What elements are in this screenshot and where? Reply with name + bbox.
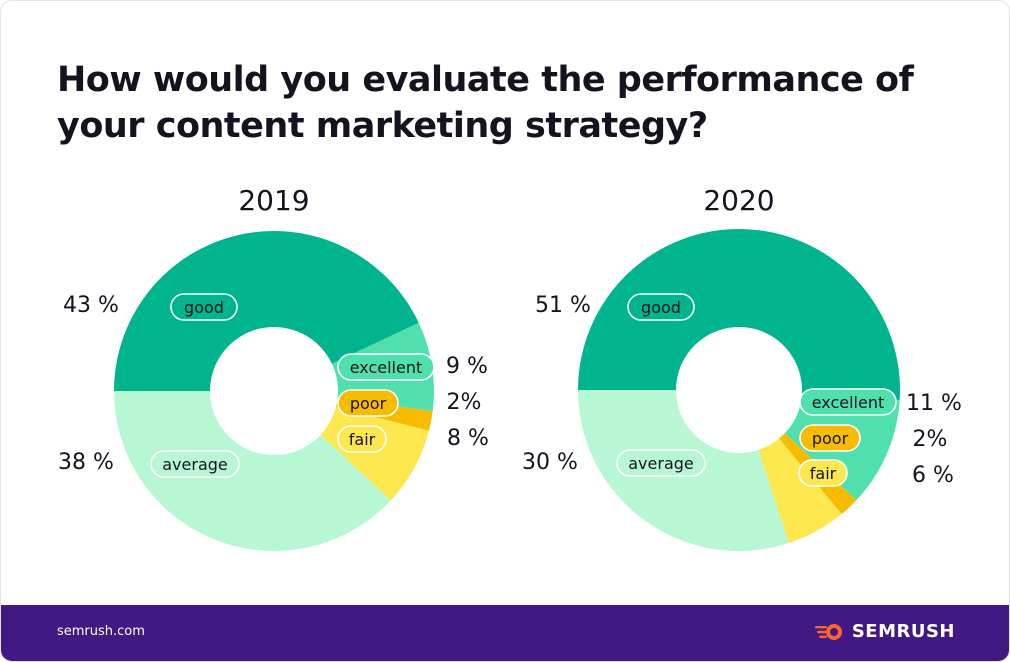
value-label-poor: 2% xyxy=(913,427,948,452)
donut-chart-2019: 2019 good excellent poor fair average 43 % 9 % 2… xyxy=(58,184,489,551)
footer-bar: semrush.com SEMRUSH xyxy=(1,605,1009,661)
chart-year-label: 2020 xyxy=(703,184,774,217)
slice-label: good xyxy=(641,298,681,317)
chart-year-label: 2019 xyxy=(238,184,309,217)
pill-background xyxy=(337,389,399,417)
pill-background xyxy=(170,293,238,321)
slice-label: fair xyxy=(810,464,837,483)
value-label-fair: 8 % xyxy=(447,426,489,451)
value-label-poor: 2% xyxy=(447,390,482,415)
value-label-good: 43 % xyxy=(63,293,119,318)
pill-background xyxy=(337,353,435,381)
pill-good: good xyxy=(627,293,695,321)
pill-average: average xyxy=(150,450,240,478)
pill-poor: poor xyxy=(337,389,399,417)
pill-poor: poor xyxy=(799,424,861,452)
pill-background xyxy=(150,450,240,478)
pill-fair: fair xyxy=(798,459,848,487)
pill-fair: fair xyxy=(337,425,387,453)
semrush-logo[interactable]: SEMRUSH xyxy=(814,621,955,642)
pill-background xyxy=(799,424,861,452)
logo-text: SEMRUSH xyxy=(851,621,955,642)
pill-background xyxy=(799,388,897,416)
pill-background xyxy=(627,293,695,321)
slice-average xyxy=(114,391,391,551)
slice-label: poor xyxy=(812,429,849,448)
slice-label: excellent xyxy=(812,393,885,412)
pill-background xyxy=(337,425,387,453)
slice-good xyxy=(114,231,419,391)
chart-title: How would you evaluate the performance o… xyxy=(57,60,914,146)
value-label-average: 30 % xyxy=(522,450,578,475)
slice-label: good xyxy=(184,298,224,317)
value-label-excellent: 11 % xyxy=(906,391,962,416)
pill-average: average xyxy=(616,449,706,477)
donut-charts: 2019 good excellent poor fair average 43 % 9 % 2… xyxy=(58,184,962,551)
slice-label: poor xyxy=(350,394,387,413)
pill-background xyxy=(616,449,706,477)
value-label-good: 51 % xyxy=(535,293,591,318)
value-label-excellent: 9 % xyxy=(446,354,488,379)
footer-url[interactable]: semrush.com xyxy=(57,624,145,639)
pill-good: good xyxy=(170,293,238,321)
slice-label: fair xyxy=(349,430,376,449)
donut-chart-2020: 2020 good excellent poor fair average 51 % 11 %… xyxy=(522,184,962,551)
pill-excellent: excellent xyxy=(337,353,435,381)
slice-label: average xyxy=(162,455,228,474)
slice-label: average xyxy=(628,454,694,473)
slice-good xyxy=(578,228,901,401)
semrush-fireball-icon xyxy=(814,623,842,640)
pill-background xyxy=(798,459,848,487)
pill-excellent: excellent xyxy=(799,388,897,416)
slice-fair xyxy=(758,438,842,544)
value-label-average: 38 % xyxy=(58,450,114,475)
value-label-fair: 6 % xyxy=(912,463,954,488)
slice-label: excellent xyxy=(350,358,423,377)
